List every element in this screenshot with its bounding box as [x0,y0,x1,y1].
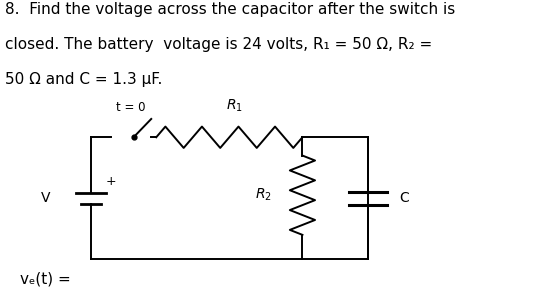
Text: +: + [106,175,116,188]
Text: C: C [400,191,409,205]
Text: $R_1$: $R_1$ [226,98,243,114]
Text: t = 0: t = 0 [116,101,146,114]
Text: vₑ(t) =: vₑ(t) = [20,272,71,287]
Text: closed. The battery  voltage is 24 volts, R₁ = 50 Ω, R₂ =: closed. The battery voltage is 24 volts,… [5,37,433,52]
Text: $R_2$: $R_2$ [255,187,272,203]
Text: 50 Ω and C = 1.3 μF.: 50 Ω and C = 1.3 μF. [5,72,163,87]
Text: 8.  Find the voltage across the capacitor after the switch is: 8. Find the voltage across the capacitor… [5,2,455,16]
Text: V: V [40,191,50,205]
